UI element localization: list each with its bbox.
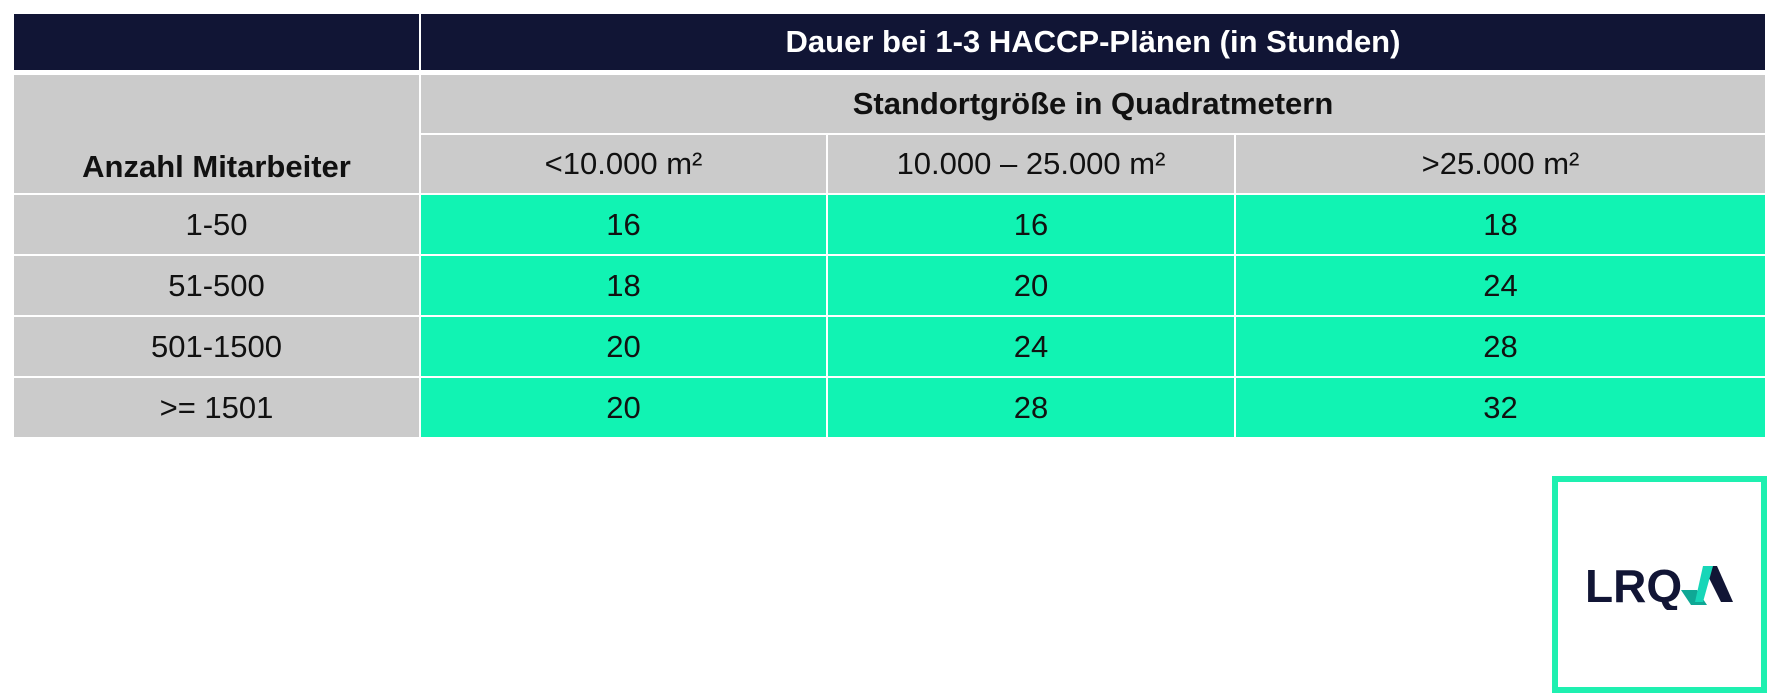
value-cell: 28 — [828, 378, 1234, 437]
value-cell: 24 — [1236, 256, 1765, 315]
lrqa-logo: LRQ — [1552, 476, 1767, 693]
row-label: 51-500 — [14, 256, 419, 315]
table-subtitle: Standortgröße in Quadratmetern — [421, 75, 1765, 133]
value-cell: 18 — [421, 256, 826, 315]
value-cell: 32 — [1236, 378, 1765, 437]
column-header: <10.000 m² — [421, 135, 826, 193]
row-label: >= 1501 — [14, 378, 419, 437]
svg-text:LRQ: LRQ — [1585, 560, 1682, 610]
header-corner — [14, 14, 419, 70]
value-cell: 16 — [421, 195, 826, 254]
table-title: Dauer bei 1-3 HACCP-Plänen (in Stunden) — [421, 14, 1765, 70]
value-cell: 20 — [421, 378, 826, 437]
column-header: 10.000 – 25.000 m² — [828, 135, 1234, 193]
value-cell: 18 — [1236, 195, 1765, 254]
row-label: 501-1500 — [14, 317, 419, 376]
value-cell: 24 — [828, 317, 1234, 376]
row-header: Anzahl Mitarbeiter — [14, 75, 419, 193]
value-cell: 28 — [1236, 317, 1765, 376]
value-cell: 20 — [421, 317, 826, 376]
column-header: >25.000 m² — [1236, 135, 1765, 193]
row-label: 1-50 — [14, 195, 419, 254]
value-cell: 16 — [828, 195, 1234, 254]
value-cell: 20 — [828, 256, 1234, 315]
lrqa-logo-icon: LRQ — [1585, 560, 1733, 610]
